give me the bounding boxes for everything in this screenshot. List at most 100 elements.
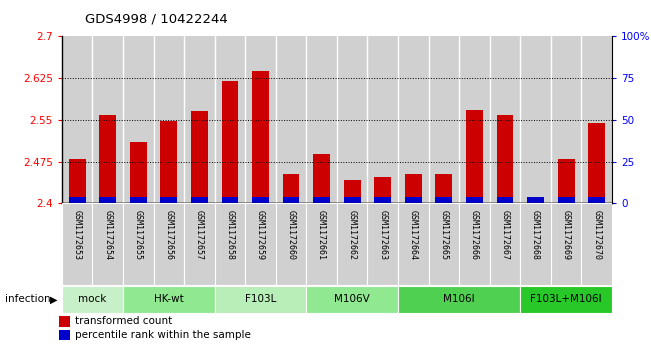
Bar bbox=[497, 197, 514, 203]
Bar bbox=[367, 203, 398, 285]
Bar bbox=[221, 81, 238, 203]
Bar bbox=[490, 36, 520, 203]
Bar bbox=[520, 286, 612, 313]
Bar bbox=[184, 36, 215, 203]
Text: GSM1172661: GSM1172661 bbox=[317, 210, 326, 260]
Bar bbox=[160, 121, 177, 203]
Bar bbox=[558, 197, 574, 203]
Text: mock: mock bbox=[78, 294, 107, 303]
Bar bbox=[405, 174, 422, 203]
Bar bbox=[69, 197, 85, 203]
Text: GSM1172662: GSM1172662 bbox=[348, 210, 357, 260]
Bar bbox=[215, 203, 245, 285]
Bar bbox=[215, 286, 307, 313]
Bar bbox=[221, 197, 238, 203]
Bar bbox=[589, 123, 605, 203]
Bar bbox=[405, 197, 422, 203]
Text: GSM1172666: GSM1172666 bbox=[470, 210, 479, 260]
Bar bbox=[62, 286, 123, 313]
Bar bbox=[398, 203, 428, 285]
Text: GSM1172668: GSM1172668 bbox=[531, 210, 540, 260]
Bar bbox=[374, 197, 391, 203]
Bar bbox=[123, 203, 154, 285]
Text: M106V: M106V bbox=[335, 294, 370, 303]
Bar bbox=[160, 197, 177, 203]
Bar bbox=[123, 286, 215, 313]
Bar bbox=[276, 36, 307, 203]
Bar bbox=[337, 36, 367, 203]
Bar bbox=[252, 71, 269, 203]
Bar bbox=[62, 36, 92, 203]
Bar bbox=[252, 197, 269, 203]
Bar bbox=[520, 203, 551, 285]
Text: GSM1172658: GSM1172658 bbox=[225, 210, 234, 260]
Bar bbox=[307, 203, 337, 285]
Text: GSM1172669: GSM1172669 bbox=[562, 210, 570, 260]
Bar bbox=[313, 197, 330, 203]
Bar bbox=[344, 197, 361, 203]
Text: GSM1172659: GSM1172659 bbox=[256, 210, 265, 260]
Text: infection: infection bbox=[5, 294, 51, 305]
Bar bbox=[490, 203, 520, 285]
Text: GSM1172654: GSM1172654 bbox=[104, 210, 112, 260]
Text: GSM1172656: GSM1172656 bbox=[164, 210, 173, 260]
Bar bbox=[245, 36, 276, 203]
Bar bbox=[459, 203, 490, 285]
Bar bbox=[337, 203, 367, 285]
Text: transformed count: transformed count bbox=[75, 316, 172, 326]
Bar bbox=[92, 203, 123, 285]
Bar bbox=[344, 180, 361, 203]
Text: HK-wt: HK-wt bbox=[154, 294, 184, 303]
Bar bbox=[283, 197, 299, 203]
Bar bbox=[62, 203, 92, 285]
Text: M106I: M106I bbox=[443, 294, 475, 303]
Bar bbox=[184, 203, 215, 285]
Text: GSM1172653: GSM1172653 bbox=[73, 210, 81, 260]
Text: GSM1172665: GSM1172665 bbox=[439, 210, 449, 260]
Text: F103L: F103L bbox=[245, 294, 276, 303]
Text: percentile rank within the sample: percentile rank within the sample bbox=[75, 330, 251, 340]
Bar bbox=[466, 197, 483, 203]
Bar bbox=[154, 36, 184, 203]
Bar bbox=[245, 203, 276, 285]
Text: GSM1172660: GSM1172660 bbox=[286, 210, 296, 260]
Bar bbox=[558, 159, 574, 203]
Bar bbox=[283, 174, 299, 203]
Bar bbox=[123, 36, 154, 203]
Bar bbox=[398, 286, 520, 313]
Bar bbox=[307, 36, 337, 203]
Bar bbox=[307, 286, 398, 313]
Text: GSM1172670: GSM1172670 bbox=[592, 210, 601, 260]
Bar bbox=[459, 36, 490, 203]
Bar bbox=[276, 203, 307, 285]
Text: GSM1172663: GSM1172663 bbox=[378, 210, 387, 260]
Bar bbox=[154, 203, 184, 285]
Bar bbox=[92, 36, 123, 203]
Bar bbox=[527, 199, 544, 203]
Text: GSM1172667: GSM1172667 bbox=[501, 210, 510, 260]
Bar bbox=[551, 36, 581, 203]
Bar bbox=[100, 197, 116, 203]
Bar bbox=[581, 36, 612, 203]
Bar bbox=[551, 203, 581, 285]
Text: GDS4998 / 10422244: GDS4998 / 10422244 bbox=[85, 13, 227, 26]
Bar bbox=[428, 36, 459, 203]
Bar bbox=[466, 110, 483, 203]
Bar bbox=[130, 142, 146, 203]
Bar bbox=[69, 159, 85, 203]
Bar bbox=[313, 154, 330, 203]
Bar bbox=[436, 197, 452, 203]
Bar bbox=[520, 36, 551, 203]
Text: ▶: ▶ bbox=[49, 294, 57, 305]
Bar bbox=[100, 115, 116, 203]
Bar bbox=[527, 197, 544, 203]
Text: F103L+M106I: F103L+M106I bbox=[531, 294, 602, 303]
Bar bbox=[428, 203, 459, 285]
Bar bbox=[436, 174, 452, 203]
Bar bbox=[497, 115, 514, 203]
Bar bbox=[367, 36, 398, 203]
Text: GSM1172655: GSM1172655 bbox=[133, 210, 143, 260]
Bar bbox=[130, 197, 146, 203]
Bar bbox=[215, 36, 245, 203]
Bar bbox=[398, 36, 428, 203]
